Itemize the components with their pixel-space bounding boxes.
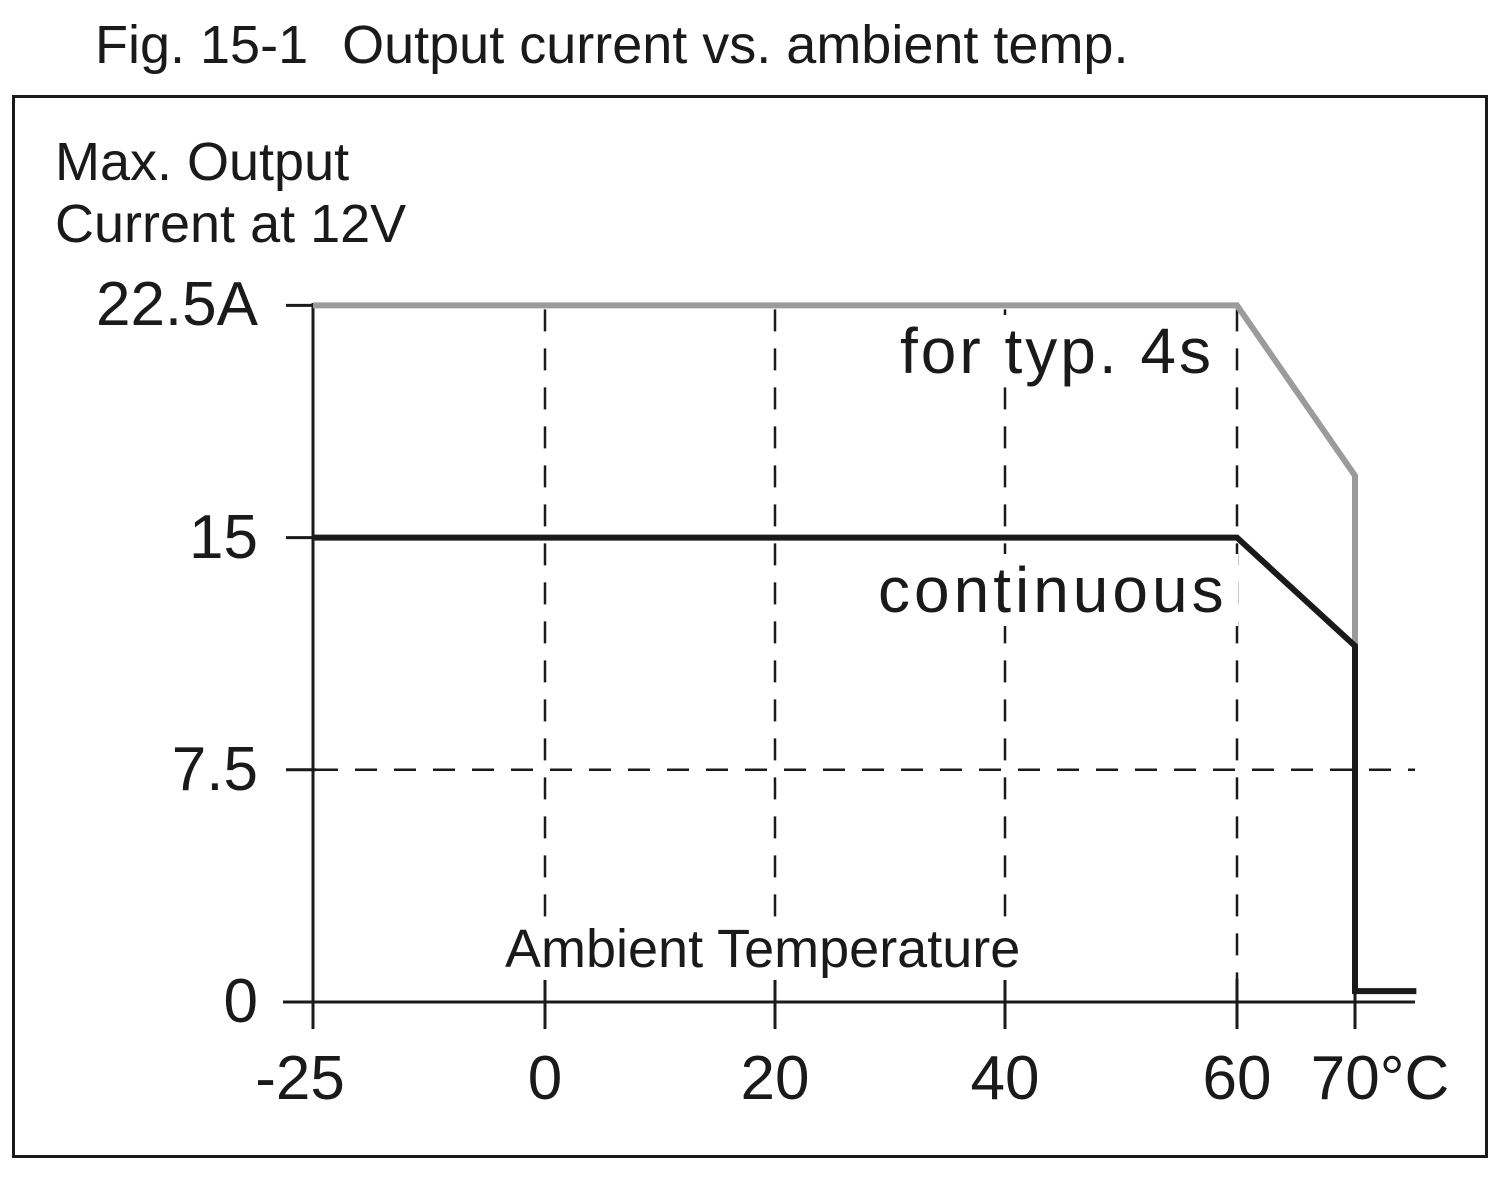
x-axis-label: Ambient Temperature (495, 918, 1031, 980)
x-tick-label-70: 70°C (1310, 1044, 1450, 1113)
series-line-continuous (313, 534, 1417, 995)
x-tick-label--25: -25 (255, 1044, 345, 1113)
figure-number: Fig. 15-1 (95, 15, 309, 75)
y-axis-title-line1: Max. Output (55, 132, 350, 192)
series-line-typ-4s (313, 302, 1358, 646)
series-label-continuous: continuous (868, 554, 1238, 626)
y-axis-title-line2: Current at 12V (55, 194, 407, 254)
figure-title-text: Output current vs. ambient temp. (342, 15, 1129, 75)
y-tick-label-7.5: 7.5 (171, 734, 258, 804)
y-tick-label-22.5: 22.5A (95, 270, 258, 340)
figure-title: Fig. 15-1 Output current vs. ambient temp… (95, 14, 1128, 76)
x-tick-label-20: 20 (740, 1044, 810, 1113)
figure-frame (12, 95, 1488, 1158)
y-tick-label-0: 0 (223, 967, 258, 1036)
y-axis-title: Max. Output Current at 12V (55, 131, 406, 255)
x-tick-label-60: 60 (1202, 1044, 1272, 1113)
series-label-typ-4s: for typ. 4s (890, 315, 1224, 387)
y-tick-label-15: 15 (189, 502, 258, 572)
x-tick-label-40: 40 (970, 1044, 1040, 1113)
x-tick-label-0: 0 (527, 1044, 563, 1113)
